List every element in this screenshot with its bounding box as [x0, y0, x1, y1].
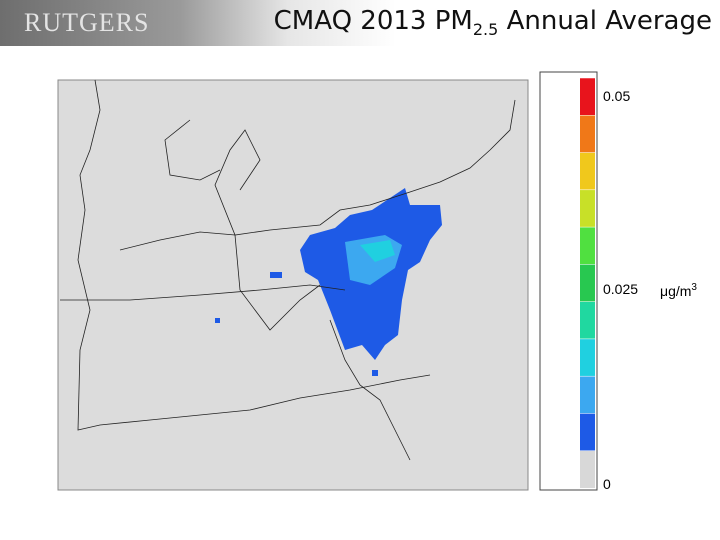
- cell: [270, 272, 282, 278]
- colorbar-label: 0.05: [603, 88, 630, 104]
- map-background: [57, 79, 529, 491]
- cell: [215, 318, 220, 323]
- colorbar-segment: [580, 78, 595, 116]
- colorbar-segment: [580, 227, 595, 265]
- colorbar-segment: [580, 376, 595, 414]
- upper-region: [360, 240, 395, 262]
- unit-label: μg/m3: [660, 282, 697, 299]
- boundaries: [60, 79, 516, 461]
- colorbar-segment: [580, 413, 595, 451]
- colorbar-label: 0: [603, 476, 611, 492]
- slide-title: CMAQ 2013 PM2.5 Annual Average: [274, 6, 712, 39]
- title-text: Annual Average: [498, 6, 712, 36]
- colorbar-segment: [580, 115, 595, 153]
- colorbar-segment: [580, 152, 595, 190]
- unit: μg/m: [660, 283, 691, 299]
- colorbar-segment: [580, 450, 595, 488]
- colorbar: [580, 77, 595, 488]
- colorbar-segment: [580, 189, 595, 228]
- logo: RUTGERS: [24, 8, 150, 37]
- title-text: CMAQ 2013 PM: [273, 6, 473, 36]
- colorbar-label: 0.025: [603, 281, 638, 297]
- cell: [372, 370, 378, 376]
- header: RUTGERS CMAQ 2013 PM2.5 Annual Average: [0, 0, 720, 46]
- unit-superscript: 3: [691, 282, 697, 293]
- colorbar-segment: [580, 301, 595, 339]
- title-subscript: 2.5: [472, 20, 499, 40]
- colorbar-segment: [580, 338, 595, 377]
- colorbar-segment: [580, 264, 595, 302]
